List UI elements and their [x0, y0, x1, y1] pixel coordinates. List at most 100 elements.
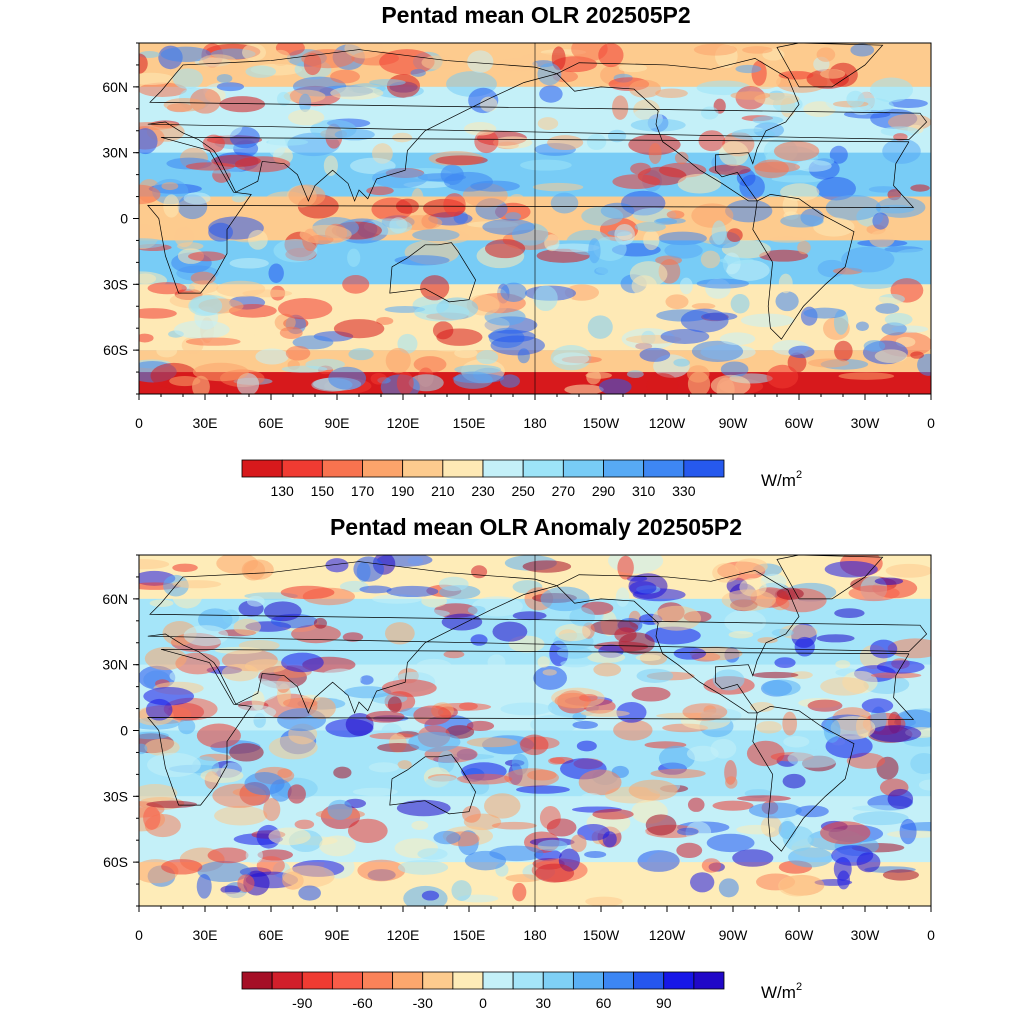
field-blob — [292, 335, 334, 350]
field-blob — [453, 371, 493, 389]
field-blob — [587, 315, 613, 339]
field-blob — [139, 333, 154, 343]
colorbar-tick-label: 210 — [431, 483, 455, 499]
field-blob — [629, 261, 668, 287]
field-blob — [556, 646, 592, 659]
field-blob — [172, 563, 198, 572]
field-blob — [327, 799, 353, 820]
field-blob — [628, 779, 678, 801]
field-blob — [192, 362, 249, 382]
field-blob — [396, 371, 414, 394]
field-blob — [546, 818, 577, 837]
field-blob — [387, 696, 402, 713]
field-blob — [396, 799, 451, 817]
field-blob — [682, 703, 728, 721]
field-blob — [268, 735, 318, 760]
field-blob — [202, 134, 225, 153]
lon-label: 30W — [851, 415, 881, 431]
field-blob — [690, 872, 715, 893]
field-blob — [298, 93, 312, 113]
field-blob — [869, 639, 898, 659]
field-blob — [474, 129, 499, 154]
field-blob — [739, 174, 765, 200]
field-blob — [423, 775, 463, 796]
colorbar-swatch — [512, 971, 544, 990]
olr-anomaly-panel: Pentad mean OLR Anomaly 202505P2 60N 30N 0… — [0, 512, 1024, 1024]
field-blob — [347, 818, 388, 843]
field-blob — [522, 560, 572, 573]
field-blob — [736, 824, 776, 835]
colorbar-swatch — [572, 971, 604, 990]
field-blob — [333, 766, 352, 779]
lat-label: 30S — [103, 276, 128, 292]
field-blob — [564, 384, 604, 394]
field-blob — [726, 259, 770, 281]
field-blob — [174, 320, 230, 340]
field-blob — [410, 68, 426, 77]
coastline — [752, 194, 855, 340]
field-blob — [428, 95, 445, 116]
field-blob — [696, 278, 749, 289]
field-blob — [500, 702, 553, 716]
field-blob — [530, 714, 578, 735]
colorbar-swatch — [362, 459, 404, 478]
field-blob — [139, 184, 161, 205]
field-blob — [884, 313, 913, 326]
map-field — [139, 43, 931, 394]
field-blob — [352, 787, 398, 797]
olr-anomaly-map: 60N 30N 0 30S 60S 0 30E 60E 90E 120E 150E 180 150W 12… — [102, 554, 935, 1011]
lon-label: 90E — [325, 415, 350, 431]
field-blob — [505, 874, 542, 883]
field-blob — [348, 348, 374, 361]
colorbar-tick-label: -60 — [352, 995, 372, 1011]
field-blob — [634, 827, 647, 843]
coastline — [776, 555, 884, 600]
field-blob — [607, 129, 627, 143]
lon-label: 120W — [649, 415, 686, 431]
field-blob — [156, 344, 178, 358]
field-blob — [652, 605, 702, 631]
field-blob — [198, 54, 238, 71]
colorbar-tick-label: 60 — [596, 995, 612, 1011]
field-blob — [196, 723, 241, 748]
lon-label: 90W — [719, 415, 749, 431]
field-blob — [834, 340, 853, 362]
field-blob — [539, 85, 563, 103]
lon-label: 60E — [259, 927, 284, 943]
field-blob — [658, 745, 695, 771]
field-blob — [885, 563, 931, 578]
field-blob — [673, 358, 690, 367]
field-blob — [646, 373, 679, 394]
field-blob — [245, 846, 263, 864]
field-blob — [319, 668, 362, 690]
field-blob — [752, 671, 799, 679]
coastline — [147, 648, 915, 806]
field-blob — [139, 559, 170, 570]
field-blob — [231, 704, 277, 720]
field-blob — [399, 609, 450, 618]
field-blob — [188, 251, 226, 262]
field-blob — [270, 49, 291, 67]
field-blob — [160, 46, 212, 62]
field-blob — [691, 203, 734, 228]
field-blob — [532, 182, 584, 192]
field-blob — [139, 72, 174, 86]
field-blob — [708, 164, 751, 175]
field-blob — [398, 860, 449, 875]
field-blob — [421, 890, 440, 901]
field-blob — [719, 257, 755, 264]
field-blob — [570, 834, 587, 852]
field-blob — [771, 175, 826, 183]
field-blob — [145, 698, 173, 721]
field-blob — [576, 740, 597, 752]
field-blob — [342, 275, 370, 294]
field-blob — [829, 145, 848, 164]
field-blob — [255, 348, 289, 365]
field-blob — [841, 246, 895, 273]
lat-label: 30S — [103, 788, 128, 804]
field-blob — [616, 701, 647, 723]
field-blob — [176, 242, 204, 251]
field-blob — [720, 361, 749, 378]
lat-label: 60N — [102, 591, 128, 607]
field-blob — [882, 869, 919, 881]
